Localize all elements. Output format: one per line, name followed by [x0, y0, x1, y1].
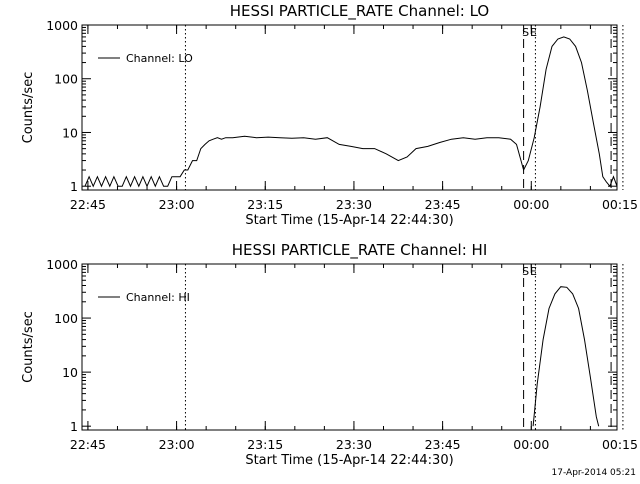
event-marker-label-hi: E: [530, 265, 537, 278]
series-line-hi: [532, 286, 600, 427]
legend-label-lo: Channel: LO: [126, 52, 193, 65]
x-axis-label-lo: Start Time (15-Apr-14 22:44:30): [245, 213, 453, 228]
x-tick-label-hi: 23:30: [336, 437, 372, 452]
x-tick-label-lo: 23:15: [247, 197, 283, 212]
event-marker-label-hi: S: [522, 265, 529, 278]
y-tick-label-lo: 1000: [46, 18, 78, 33]
y-tick-label-lo: 100: [54, 72, 78, 87]
series-line-lo: [84, 36, 618, 188]
x-tick-label-lo: 23:30: [336, 197, 372, 212]
x-tick-label-hi: 23:00: [159, 437, 195, 452]
y-tick-label-hi: 1: [70, 419, 78, 434]
x-tick-label-lo: 00:00: [513, 197, 549, 212]
panel-lo: HESSI PARTICLE_RATE Channel: LO Start Tim…: [21, 2, 638, 228]
event-marker-label-lo: S: [522, 26, 529, 39]
x-tick-label-hi: 00:15: [602, 437, 638, 452]
y-tick-label-lo: 1: [70, 179, 78, 194]
y-tick-label-lo: 10: [62, 125, 78, 140]
x-axis-label-hi: Start Time (15-Apr-14 22:44:30): [245, 453, 453, 468]
y-tick-label-hi: 1000: [46, 257, 78, 272]
plot-frame-hi: [81, 263, 618, 431]
x-tick-label-lo: 22:45: [70, 197, 106, 212]
legend-label-hi: Channel: HI: [126, 291, 190, 304]
x-tick-label-hi: 23:15: [247, 437, 283, 452]
x-tick-label-lo: 23:00: [159, 197, 195, 212]
y-axis-label-lo: Counts/sec: [21, 72, 36, 144]
panel-hi: HESSI PARTICLE_RATE Channel: HI Start Tim…: [21, 241, 638, 468]
x-tick-label-hi: 22:45: [70, 437, 106, 452]
y-axis-label-hi: Counts/sec: [21, 311, 36, 383]
x-tick-label-hi: 00:00: [513, 437, 549, 452]
x-tick-label-lo: 00:15: [602, 197, 638, 212]
y-tick-label-hi: 10: [62, 365, 78, 380]
y-tick-label-hi: 100: [54, 311, 78, 326]
chart-title-hi: HESSI PARTICLE_RATE Channel: HI: [232, 241, 488, 260]
footer-timestamp: 17-Apr-2014 05:21: [552, 468, 636, 478]
event-marker-label-lo: E: [530, 26, 537, 39]
x-tick-label-hi: 23:45: [425, 437, 461, 452]
x-tick-label-lo: 23:45: [425, 197, 461, 212]
plot-frame-lo: [81, 24, 618, 191]
chart-title-lo: HESSI PARTICLE_RATE Channel: LO: [230, 2, 489, 21]
